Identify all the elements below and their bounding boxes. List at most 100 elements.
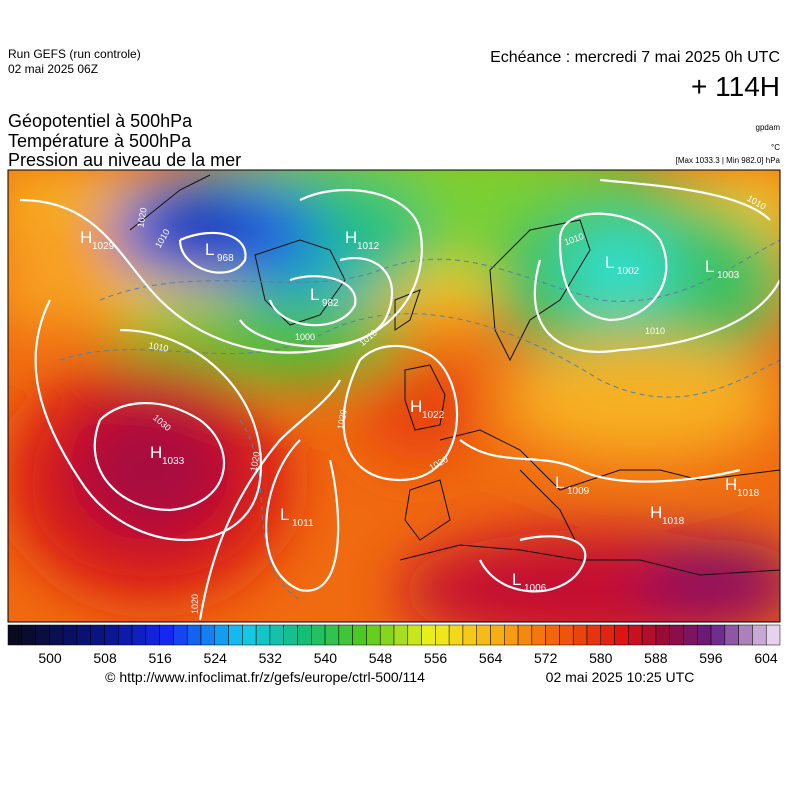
colorbar-box [7,624,23,646]
colorbar-box [62,624,78,646]
center-type: L [205,240,214,259]
isobars [19,178,780,621]
colorbar-box [297,624,312,646]
colorbar-label: 524 [204,650,228,666]
colorbar-box [214,624,229,646]
colorbar-box [393,624,409,646]
colorbar-box [504,624,519,646]
center-type: L [705,257,714,276]
center-value: 1002 [617,266,640,277]
colorbar-box [255,624,271,646]
run-title: Run GEFS (run controle) [8,47,141,61]
colorbar-box [628,624,643,646]
center-type: L [310,285,319,304]
colorbar-box [697,624,712,646]
isobar-label: 1000 [295,332,315,342]
center-type: H [345,228,357,247]
center-value: 1029 [92,241,115,252]
colorbar-box [614,624,629,646]
colorbar-box [448,624,464,646]
colorbar-label: 572 [534,650,558,666]
center-type: L [605,253,614,272]
center-value: 1012 [357,241,380,252]
colorbar-box [338,624,353,646]
colorbar-box [90,624,105,646]
timestamp: 02 mai 2025 10:25 UTC [546,669,695,685]
center-type: H [725,475,737,494]
colorbar-box [269,624,284,646]
colorbar-box [683,624,698,646]
colorbar-box [159,624,174,646]
colorbar-box [421,624,436,646]
echeance: Echéance : mercredi 7 mai 2025 0h UTC [490,49,780,66]
colorbar-label: 604 [754,650,778,666]
colorbar-box [462,624,477,646]
colorbar-box [145,624,160,646]
source-url: © http://www.infoclimat.fr/z/gefs/europe… [105,669,425,685]
colorbar-box [200,624,216,646]
unit-label: gpdam [756,123,781,132]
colorbar-box [586,624,602,646]
center-type: L [280,505,289,524]
colorbar-box [35,624,50,646]
colorbar-box [379,624,395,646]
center-value: 1018 [737,488,760,499]
colorbar-box [752,624,767,646]
colorbar-box [435,624,450,646]
colorbar: 500 508 516 524 532 540 548 556 564 572 580 588 596 6… [7,624,781,666]
colorbar-label: 500 [38,650,62,666]
colorbar-box [517,624,533,646]
colorbar-box [186,624,202,646]
colorbar-box [283,624,298,646]
isobar-label: 1010 [148,340,169,353]
center-value: 1033 [162,456,185,467]
colorbar-box [49,624,64,646]
center-value: 968 [217,253,234,264]
isobar-label: 1020 [190,594,200,614]
field-label: Pression au niveau de la mer [8,150,241,170]
center-value: 1003 [717,270,740,281]
colorbar-box [242,624,257,646]
center-value: 1009 [567,486,590,497]
isobar-label: 1020 [248,451,261,472]
coastlines [129,174,780,576]
isobar-label: 1010 [645,326,665,336]
colorbar-box [118,624,133,646]
colorbar-box [724,624,739,646]
colorbar-box [311,624,326,646]
center-type: H [80,228,92,247]
colorbar-label: 508 [93,650,117,666]
colorbar-box [76,624,91,646]
colorbar-box [228,624,243,646]
field-label: Température à 500hPa [8,131,192,151]
center-value: 1022 [422,410,445,421]
colorbar-box [366,624,381,646]
colorbar-box [173,624,188,646]
colorbar-box [738,624,753,646]
run-date: 02 mai 2025 06Z [8,62,98,76]
colorbar-box [131,624,147,646]
colorbar-box [641,624,657,646]
center-type: L [512,570,521,589]
colorbar-label: 564 [479,650,503,666]
center-type: H [410,397,422,416]
colorbar-label: 580 [589,650,613,666]
map-frame [7,169,781,623]
colorbar-box [476,624,491,646]
center-type: H [650,503,662,522]
map [8,170,780,622]
colorbar-box [669,624,684,646]
colorbar-box [531,624,546,646]
colorbar-box [490,624,505,646]
colorbar-box [545,624,560,646]
isobar-label: 1020 [135,207,148,228]
center-type: H [150,443,162,462]
field-label: Géopotentiel à 500hPa [8,111,193,131]
colorbar-box [572,624,588,646]
unit-label: °C [771,143,780,152]
center-value: 982 [322,298,339,309]
colorbar-box [324,624,340,646]
colorbar-label: 532 [259,650,283,666]
colorbar-label: 540 [314,650,338,666]
